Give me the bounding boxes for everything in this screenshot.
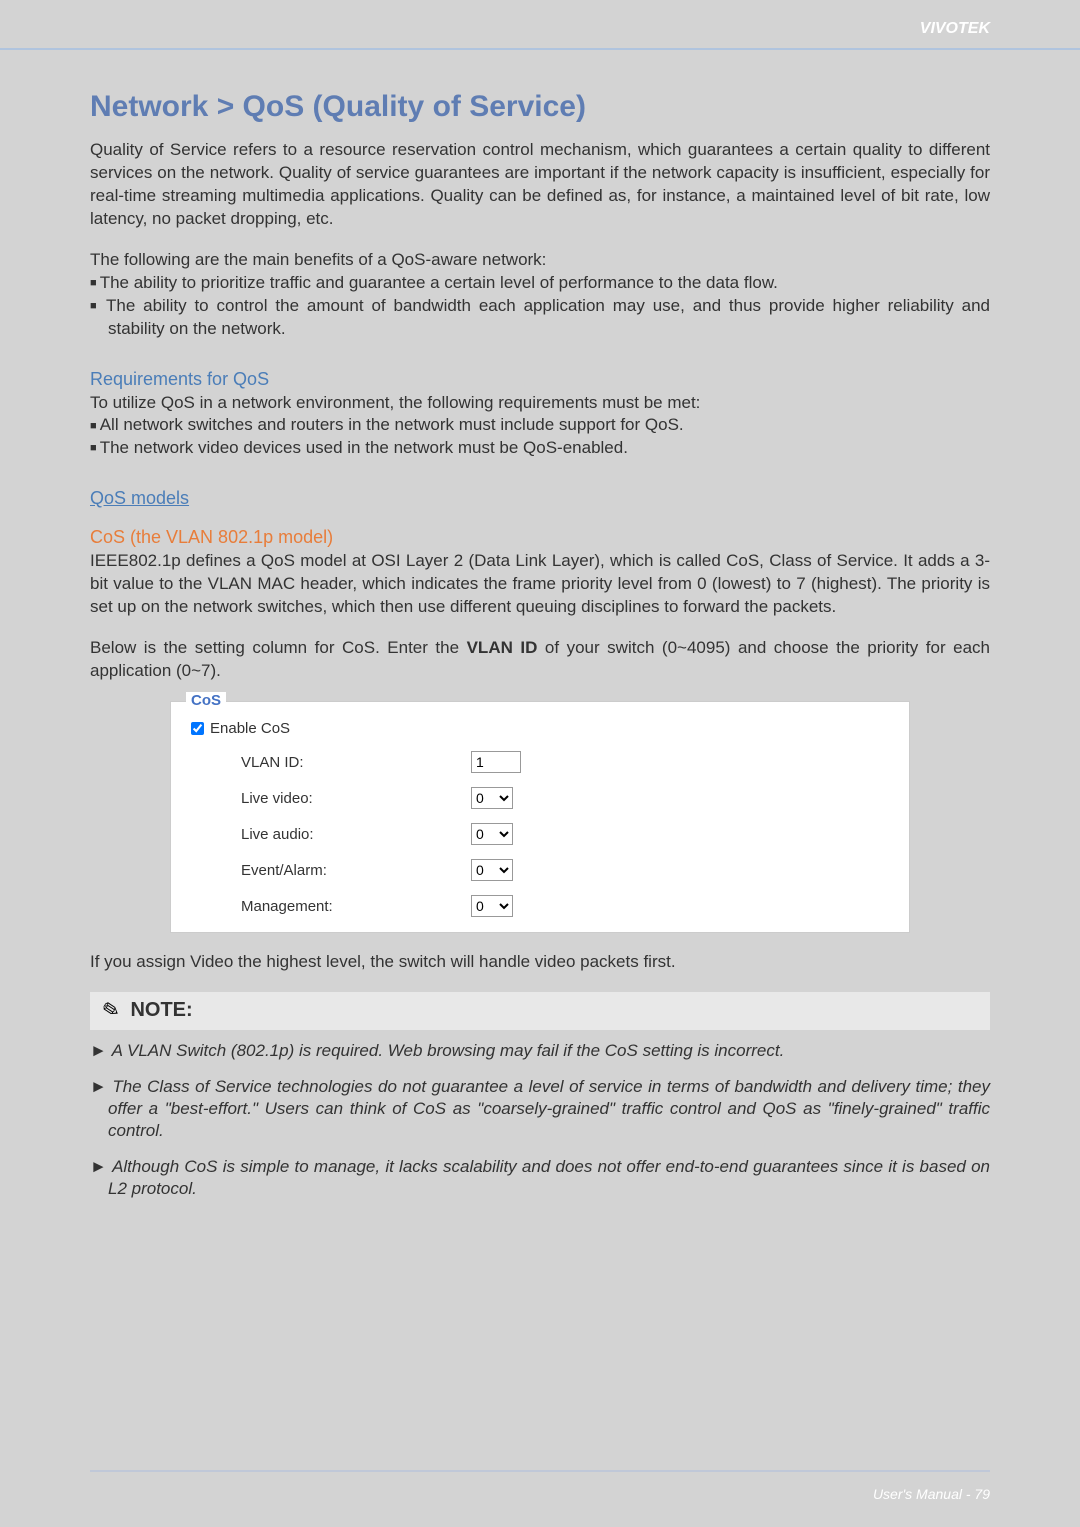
page-title: Network > QoS (Quality of Service) bbox=[90, 90, 990, 124]
page-container: VIVOTEK Network > QoS (Quality of Servic… bbox=[0, 0, 1080, 1527]
note-header-box: ✎ NOTE: bbox=[90, 992, 990, 1030]
footer-page-number: User's Manual - 79 bbox=[873, 1486, 990, 1502]
benefit-item: The ability to control the amount of ban… bbox=[90, 295, 990, 341]
requirements-heading: Requirements for QoS bbox=[90, 369, 990, 390]
management-row: Management: 0 bbox=[241, 895, 889, 917]
live-audio-label: Live audio: bbox=[241, 826, 471, 843]
requirements-list: All network switches and routers in the … bbox=[90, 414, 990, 460]
assign-paragraph: If you assign Video the highest level, t… bbox=[90, 951, 990, 974]
requirements-lead: To utilize QoS in a network environment,… bbox=[90, 392, 990, 415]
vlan-id-label: VLAN ID: bbox=[241, 754, 471, 771]
benefits-list: The ability to prioritize traffic and gu… bbox=[90, 272, 990, 341]
page-content: Network > QoS (Quality of Service) Quali… bbox=[0, 50, 1080, 1245]
cos-below-paragraph: Below is the setting column for CoS. Ent… bbox=[90, 637, 990, 683]
requirement-item: All network switches and routers in the … bbox=[90, 414, 990, 437]
live-video-label: Live video: bbox=[241, 790, 471, 807]
note-title: NOTE: bbox=[130, 999, 192, 1022]
models-heading: QoS models bbox=[90, 488, 990, 509]
vlan-id-row: VLAN ID: bbox=[241, 751, 889, 773]
enable-cos-label: Enable CoS bbox=[210, 720, 290, 737]
page-header: VIVOTEK bbox=[0, 0, 1080, 50]
live-video-select[interactable]: 0 bbox=[471, 787, 513, 809]
enable-cos-row: Enable CoS bbox=[191, 720, 889, 737]
live-audio-row: Live audio: 0 bbox=[241, 823, 889, 845]
footer-divider bbox=[90, 1470, 990, 1472]
event-alarm-row: Event/Alarm: 0 bbox=[241, 859, 889, 881]
cos-legend: CoS bbox=[186, 692, 226, 709]
event-alarm-select[interactable]: 0 bbox=[471, 859, 513, 881]
vlan-id-input[interactable] bbox=[471, 751, 521, 773]
cos-fieldset: CoS Enable CoS VLAN ID: Live video: 0 Li… bbox=[170, 701, 910, 933]
note-icon: ✎ bbox=[96, 996, 122, 1027]
management-select[interactable]: 0 bbox=[471, 895, 513, 917]
management-label: Management: bbox=[241, 898, 471, 915]
enable-cos-checkbox[interactable] bbox=[191, 722, 204, 735]
note-item: Although CoS is simple to manage, it lac… bbox=[90, 1156, 990, 1200]
cos-below-bold: VLAN ID bbox=[467, 638, 538, 657]
cos-paragraph: IEEE802.1p defines a QoS model at OSI La… bbox=[90, 550, 990, 619]
live-video-row: Live video: 0 bbox=[241, 787, 889, 809]
note-item: A VLAN Switch (802.1p) is required. Web … bbox=[90, 1040, 990, 1062]
header-divider bbox=[0, 48, 1080, 50]
brand-text: VIVOTEK bbox=[920, 20, 990, 38]
live-audio-select[interactable]: 0 bbox=[471, 823, 513, 845]
cos-below-pre: Below is the setting column for CoS. Ent… bbox=[90, 638, 467, 657]
cos-heading: CoS (the VLAN 802.1p model) bbox=[90, 527, 990, 548]
benefits-lead: The following are the main benefits of a… bbox=[90, 249, 990, 272]
benefit-item: The ability to prioritize traffic and gu… bbox=[90, 272, 990, 295]
intro-paragraph: Quality of Service refers to a resource … bbox=[90, 139, 990, 231]
requirement-item: The network video devices used in the ne… bbox=[90, 437, 990, 460]
event-alarm-label: Event/Alarm: bbox=[241, 862, 471, 879]
note-item: The Class of Service technologies do not… bbox=[90, 1076, 990, 1142]
